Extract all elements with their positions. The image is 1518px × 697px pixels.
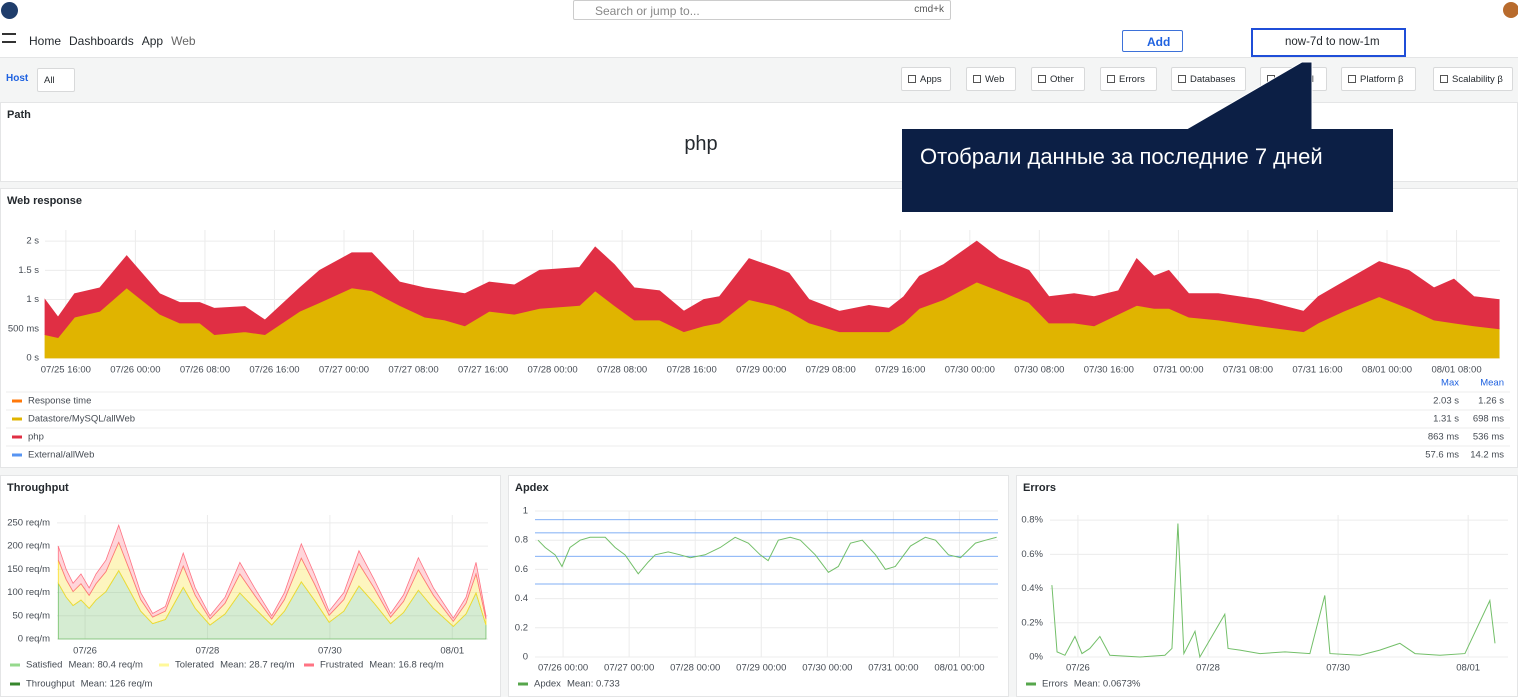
link-icon (908, 75, 916, 83)
link-button[interactable]: Apps (901, 67, 951, 91)
link-button[interactable]: Other (1031, 67, 1085, 91)
panel-title: Errors (1023, 482, 1057, 494)
variable-value: All (44, 74, 55, 86)
link-icon (1267, 75, 1275, 83)
add-button[interactable]: Add (1122, 30, 1183, 52)
link-label: Platform β (1360, 73, 1404, 85)
link-icon (1440, 75, 1448, 83)
panel-title: Web response (7, 195, 82, 207)
link-icon (1038, 75, 1046, 83)
breadcrumbs: Home Dashboards App Web (29, 34, 196, 48)
menu-icon[interactable] (2, 33, 16, 43)
link-button[interactable]: Web (966, 67, 1016, 91)
link-label: Other (1050, 73, 1074, 85)
breadcrumb[interactable]: Home (29, 34, 62, 48)
stat-value: php (684, 133, 718, 155)
breadcrumb[interactable]: App (141, 34, 164, 48)
link-button[interactable]: Platform β (1341, 67, 1416, 91)
variable-select[interactable]: All (37, 68, 75, 92)
add-label: Add (1147, 35, 1171, 49)
variable-label: Host (6, 73, 29, 84)
panel-title: Apdex (515, 482, 549, 494)
time-picker[interactable]: now-7d to now-1m (1251, 28, 1406, 57)
link-button[interactable]: Scalability β (1433, 67, 1513, 91)
link-icon (1107, 75, 1115, 83)
top-bar: Search or jump to... cmd+k (0, 0, 1518, 23)
link-label: Errors (1119, 73, 1145, 85)
panel-title: Path (7, 109, 31, 121)
link-label: Protocol (1279, 73, 1314, 85)
callout: Отобрали данные за последние 7 дней (902, 129, 1393, 212)
link-button[interactable]: Databases (1171, 67, 1246, 91)
apdex-panel: Apdex (508, 475, 1009, 697)
link-label: Web (985, 73, 1005, 85)
link-icon (973, 75, 981, 83)
link-label: Databases (1190, 73, 1236, 85)
errors-panel: Errors (1016, 475, 1518, 697)
link-label: Apps (920, 73, 942, 85)
logo[interactable] (1, 2, 18, 19)
panel-title: Throughput (7, 482, 69, 494)
avatar[interactable] (1503, 2, 1518, 18)
link-button[interactable]: Protocol (1260, 67, 1327, 91)
breadcrumb[interactable]: Web (171, 34, 196, 48)
search-box[interactable]: Search or jump to... cmd+k (573, 0, 951, 20)
link-icon (1348, 75, 1356, 83)
search-shortcut: cmd+k (914, 4, 944, 15)
web-response-panel: Web response (0, 188, 1518, 468)
link-icon (1178, 75, 1186, 83)
link-label: Scalability β (1452, 73, 1503, 85)
search-placeholder: Search or jump to... (595, 4, 700, 18)
throughput-panel: Throughput (0, 475, 501, 697)
nav-bar: Home Dashboards App Web Add now-7d to now-1… (0, 22, 1518, 58)
breadcrumb[interactable]: Dashboards (69, 34, 134, 48)
link-button[interactable]: Errors (1100, 67, 1157, 91)
time-range: now-7d to now-1m (1285, 36, 1380, 48)
